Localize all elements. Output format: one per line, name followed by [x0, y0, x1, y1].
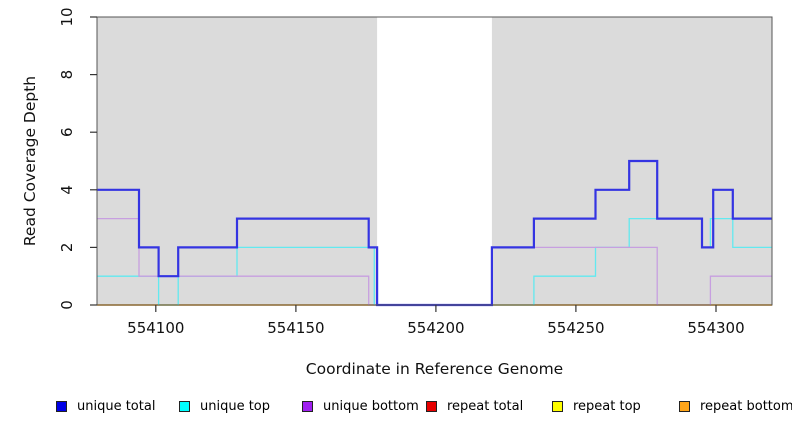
unique-total-swatch-icon [56, 401, 67, 412]
legend-item-unique-total: unique total [56, 398, 155, 415]
uncovered-gap-band [377, 17, 492, 305]
legend-item-unique-top: unique top [179, 398, 270, 415]
y-tick-label: 8 [58, 70, 76, 80]
y-tick-label: 10 [58, 7, 76, 26]
x-tick-label: 554150 [267, 319, 324, 337]
y-axis-title: Read Coverage Depth [21, 75, 39, 247]
series-unique-total [97, 159, 772, 307]
x-axis-title: Coordinate in Reference Genome [305, 360, 564, 378]
repeat-bottom-swatch-icon [679, 401, 690, 412]
legend-label: repeat top [573, 399, 641, 414]
series-unique-top [97, 217, 772, 306]
x-tick-label: 554300 [687, 319, 744, 337]
repeat-top-swatch-icon [552, 401, 563, 412]
y-tick-label: 6 [58, 127, 76, 137]
plot-border [96, 16, 773, 306]
legend-item-repeat-total: repeat total [426, 398, 523, 415]
unique-top-swatch-icon [179, 401, 190, 412]
legend-label: unique total [77, 399, 156, 414]
legend-label: unique top [200, 399, 271, 414]
x-tick-label: 554100 [127, 319, 184, 337]
legend-label: repeat total [447, 399, 524, 414]
y-tick-label: 2 [58, 243, 76, 253]
legend-label: unique bottom [323, 399, 419, 414]
legend-label: repeat bottom [700, 399, 792, 414]
x-tick-label: 554200 [407, 319, 464, 337]
y-tick-label: 0 [58, 300, 76, 310]
unique-bottom-swatch-icon [302, 401, 313, 412]
legend-item-repeat-bottom: repeat bottom [679, 398, 792, 415]
repeat-total-swatch-icon [426, 401, 437, 412]
x-tick-label: 554250 [547, 319, 604, 337]
legend-item-unique-bottom: unique bottom [302, 398, 419, 415]
y-tick-label: 4 [58, 185, 76, 195]
legend-item-repeat-top: repeat top [552, 398, 641, 415]
